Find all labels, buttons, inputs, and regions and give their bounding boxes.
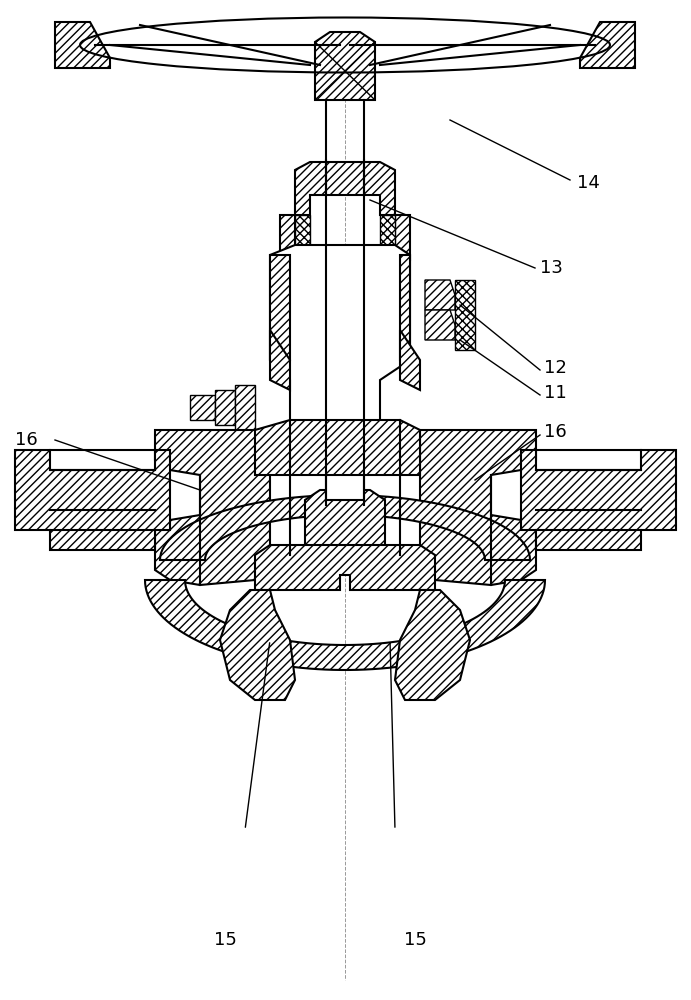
Polygon shape xyxy=(295,215,310,260)
Polygon shape xyxy=(190,395,215,420)
Text: 13: 13 xyxy=(540,259,563,277)
Polygon shape xyxy=(280,215,295,260)
Polygon shape xyxy=(235,385,255,430)
Polygon shape xyxy=(580,22,635,68)
Text: 11: 11 xyxy=(544,384,567,402)
Text: 12: 12 xyxy=(544,359,567,377)
Polygon shape xyxy=(295,162,395,215)
Polygon shape xyxy=(255,420,420,475)
Text: 16: 16 xyxy=(15,431,38,449)
Polygon shape xyxy=(400,330,420,390)
Polygon shape xyxy=(270,255,290,360)
Polygon shape xyxy=(15,450,170,550)
Polygon shape xyxy=(425,310,455,340)
Text: 15: 15 xyxy=(214,931,236,949)
Polygon shape xyxy=(155,430,270,585)
Polygon shape xyxy=(55,22,110,68)
Polygon shape xyxy=(425,280,455,310)
Polygon shape xyxy=(521,450,676,550)
Polygon shape xyxy=(395,590,470,700)
Polygon shape xyxy=(395,215,410,260)
Polygon shape xyxy=(420,430,536,585)
Text: 14: 14 xyxy=(577,174,600,192)
Polygon shape xyxy=(270,245,410,430)
Polygon shape xyxy=(315,32,375,100)
Polygon shape xyxy=(145,580,545,670)
Polygon shape xyxy=(160,495,530,560)
Polygon shape xyxy=(220,590,295,700)
Polygon shape xyxy=(455,280,475,350)
Text: 16: 16 xyxy=(544,423,567,441)
Polygon shape xyxy=(400,255,410,360)
Polygon shape xyxy=(255,545,435,590)
Polygon shape xyxy=(215,390,235,425)
Polygon shape xyxy=(380,215,395,260)
Polygon shape xyxy=(270,330,290,390)
Polygon shape xyxy=(326,445,364,500)
Polygon shape xyxy=(305,490,385,555)
Text: 15: 15 xyxy=(404,931,426,949)
